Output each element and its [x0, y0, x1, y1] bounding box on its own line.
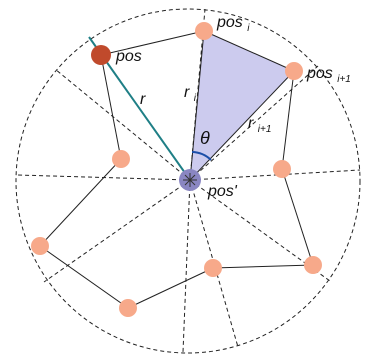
label-r: r	[140, 91, 146, 108]
edge-top-to-upper-right	[203, 30, 295, 72]
node-bottom	[119, 299, 137, 317]
label-pos-i-base: pos	[216, 14, 243, 31]
polygon-edges	[39, 30, 314, 309]
label-pos-prime: pos'	[207, 183, 238, 200]
label-pos: pos	[115, 48, 142, 65]
node-inner-left	[112, 150, 130, 168]
node-pos-i1	[285, 62, 303, 80]
boundary-circle	[15, 8, 361, 354]
label-pos-i1-base: pos	[306, 65, 333, 82]
edge-bottom-to-left	[39, 245, 129, 309]
edge-lower-right-to-bottom-mid	[212, 264, 314, 269]
label-pos-i1: pos i+1	[306, 65, 351, 85]
label-r-i-base: r	[184, 84, 190, 101]
spoke-upper-right	[189, 65, 319, 181]
label-pos-i: pos i	[216, 14, 250, 34]
label-theta: θ	[200, 128, 210, 148]
node-lower-right	[304, 256, 322, 274]
label-pos-i-sub: i	[247, 23, 250, 34]
sample-nodes	[31, 22, 322, 317]
spoke-upper-left	[54, 68, 191, 181]
node-pos-i	[195, 22, 213, 40]
node-pos	[91, 45, 111, 65]
theta-arc	[191, 151, 212, 161]
edge-right-to-lower-right	[281, 168, 314, 266]
label-pos-i1-sub: i+1	[337, 74, 351, 85]
label-r-i1-base: r	[248, 115, 254, 132]
ray-r-i1	[189, 70, 295, 181]
node-right	[273, 160, 291, 178]
edge-inner-left-to-pos	[100, 54, 122, 160]
sector-triangle	[190, 31, 294, 180]
edge-bottom-mid-to-bottom	[127, 267, 214, 309]
spoke-bottom-left	[182, 179, 191, 353]
ray-r-i	[189, 30, 205, 181]
label-r-i-sub: i	[194, 93, 197, 104]
edge-pos-to-top	[100, 30, 205, 56]
label-r-i1: r i+1	[248, 115, 271, 135]
node-bottom-mid	[204, 259, 222, 277]
spoke-right	[189, 169, 361, 181]
center-cross-icon	[183, 173, 197, 187]
label-r-i1-sub: i+1	[258, 124, 272, 135]
edge-left-to-inner-left	[39, 158, 122, 247]
edge-upper-right-to-right	[281, 70, 295, 170]
label-r-i: r i	[184, 84, 197, 104]
node-left	[31, 237, 49, 255]
spoke-lower-left	[43, 179, 191, 283]
